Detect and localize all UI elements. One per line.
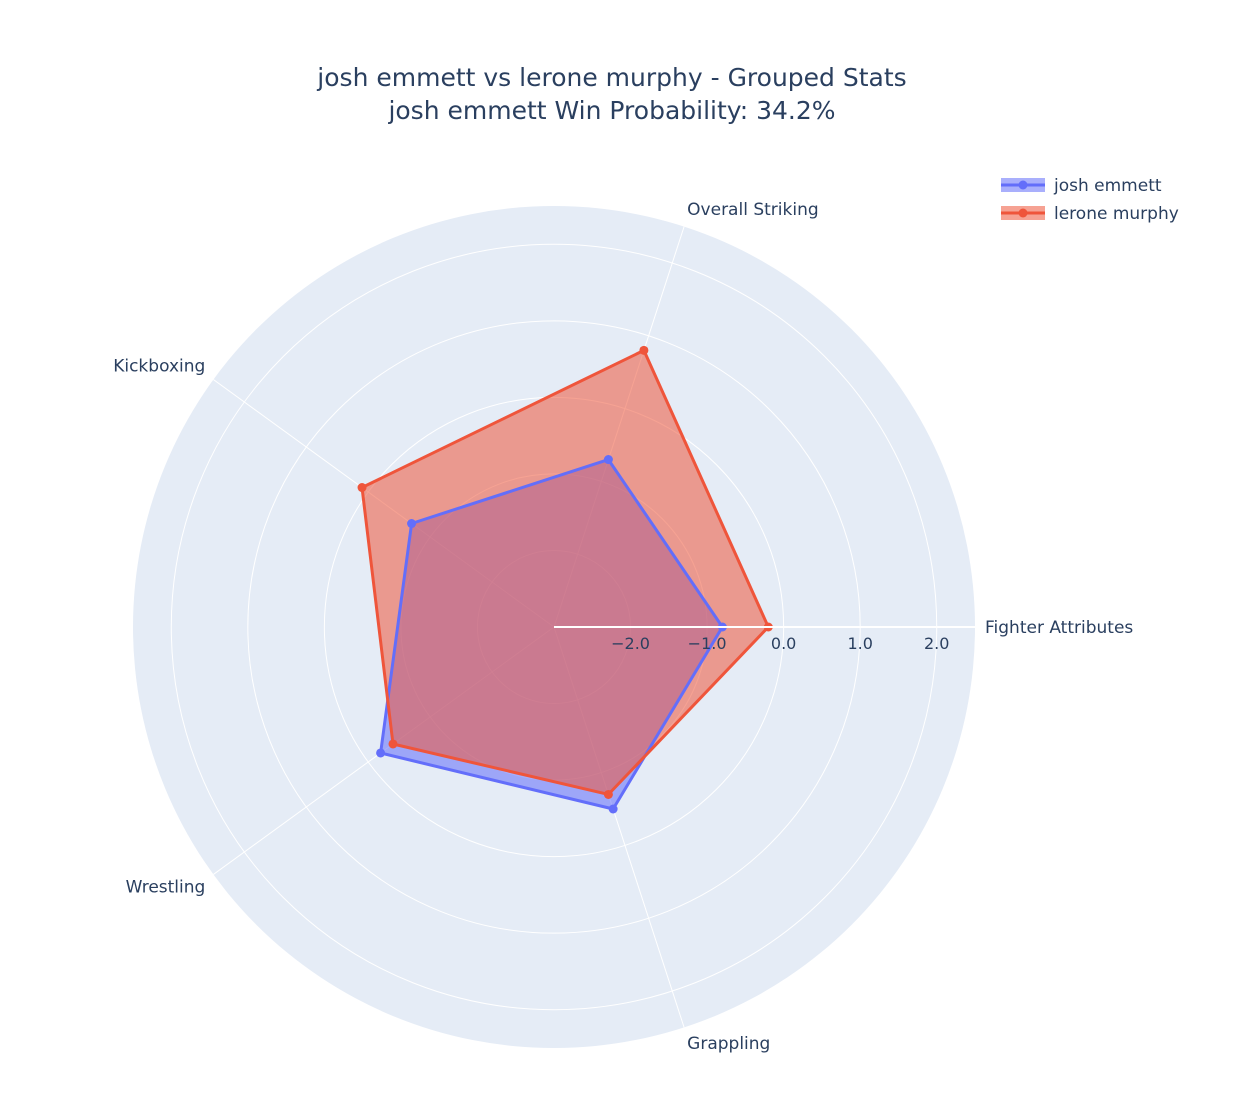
radial-axis-ticks: −2.0 −1.0 0.0 1.0 2.0: [554, 626, 975, 653]
legend-label-0: josh emmett: [1053, 176, 1162, 196]
angular-axis-label-3: Wrestling: [126, 877, 206, 897]
series-point-1-1[interactable]: [639, 345, 649, 355]
chart-subtitle: josh emmett Win Probability: 34.2%: [387, 96, 835, 125]
series-line-0: [379, 458, 724, 811]
series-point-1-4[interactable]: [603, 789, 613, 799]
legend-item-1[interactable]: lerone murphy: [1001, 204, 1179, 224]
legend-item-0[interactable]: josh emmett: [1001, 176, 1162, 196]
series-point-0-2[interactable]: [407, 519, 417, 529]
legend[interactable]: josh emmett lerone murphy: [1001, 176, 1179, 224]
angular-axis-labels: Fighter Attributes Overall Striking Kickbo…: [113, 200, 1133, 1054]
series-line-1: [360, 348, 770, 796]
legend-marker-0: [1018, 180, 1028, 190]
series-point-0-3[interactable]: [376, 748, 386, 758]
series-point-1-2[interactable]: [357, 483, 367, 493]
angular-axis-label-4: Grappling: [687, 1034, 770, 1054]
legend-label-1: lerone murphy: [1054, 204, 1179, 224]
series-point-0-1[interactable]: [603, 455, 613, 465]
series-point-1-3[interactable]: [388, 739, 398, 749]
radial-tick-label-3: 1.0: [847, 634, 872, 653]
angular-axis-label-1: Overall Striking: [687, 200, 818, 220]
series-layer: [357, 345, 773, 814]
radial-tick-label-2: 0.0: [771, 634, 796, 653]
angular-axis-label-2: Kickboxing: [113, 357, 205, 377]
series-point-0-4[interactable]: [608, 804, 618, 814]
legend-marker-1: [1018, 208, 1028, 218]
radial-tick-label-1: −1.0: [688, 634, 727, 653]
series-area-1: [362, 350, 769, 795]
angular-axis-label-0: Fighter Attributes: [985, 618, 1133, 638]
chart-title: josh emmett vs lerone murphy - Grouped S…: [316, 63, 906, 92]
radial-tick-label-0: −2.0: [611, 634, 650, 653]
radial-tick-label-4: 2.0: [924, 634, 949, 653]
